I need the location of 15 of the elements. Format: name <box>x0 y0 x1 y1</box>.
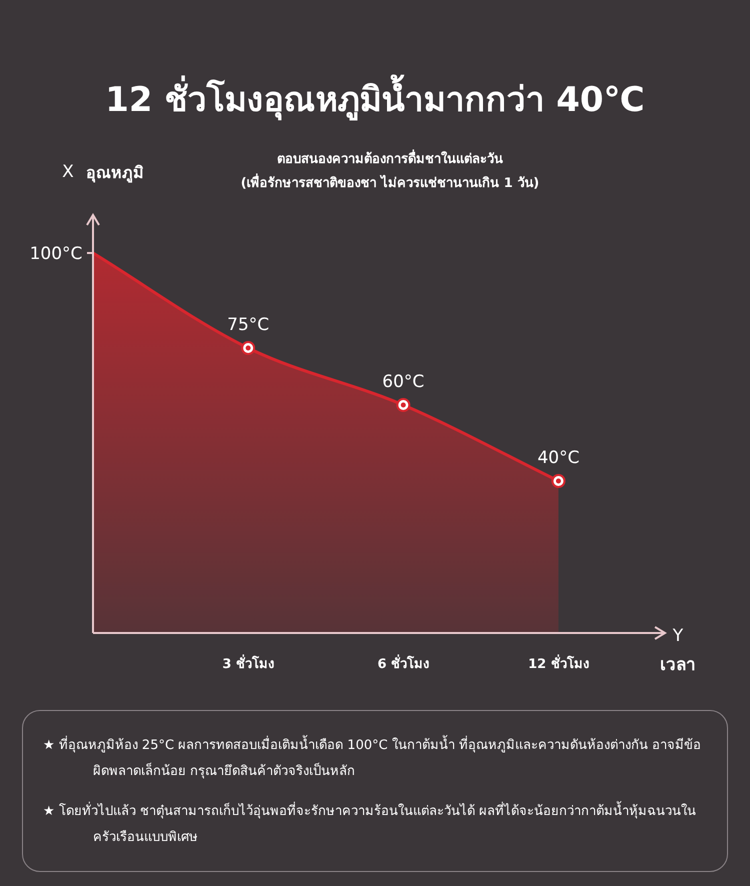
y-tick-label: 100°C <box>30 244 82 264</box>
chart-subtitle: ตอบสนองความต้องการดื่มชาในแต่ละวัน (เพื่อรักษารสชาติของชา ไม่ควรแช่ชานานเกิน 1 วัน) <box>240 148 540 193</box>
text: ★ โดยทั่วไปแล้ว ชาตุ๋นสามารถเก็บไว้อุ่นพอที่จะรักษาความร้อนในแต่ละวันได้ ผลที่ได้จะน้อยกว่ากาต้มน้ำหุ้มฉนวนในครัวเรือนแบบพิเศษ <box>43 800 698 847</box>
data-label: 60°C <box>382 372 424 392</box>
data-label: 40°C <box>537 448 580 468</box>
x-tick-label: 3 ชั่วโมง <box>222 654 274 672</box>
text: X <box>62 162 74 182</box>
text: ★ ที่อุณหภูมิห้อง 25°C ผลการทดสอบเมื่อเติมน้ำเดือด 100°C ในกาต้มน้ำ ที่อุณหภูมิและความดันห้องต่างกัน อาจมีข้อผิดพลาดเล็กน้อย กรุณายึดสินค้าตัวจริงเป็นหลัก <box>43 734 702 781</box>
y-axis-title: อุณหภูมิ <box>86 163 144 184</box>
text: Y <box>672 626 684 646</box>
x-axis-title: เวลา <box>660 655 696 675</box>
x-tick-label: 6 ชั่วโมง <box>378 654 430 672</box>
chart-title: 12 ชั่วโมงอุณหภูมิน้ำมากกว่า 40℃ <box>104 74 646 122</box>
x-tick-label: 12 ชั่วโมง <box>528 654 589 672</box>
data-label: 75°C <box>227 315 270 335</box>
